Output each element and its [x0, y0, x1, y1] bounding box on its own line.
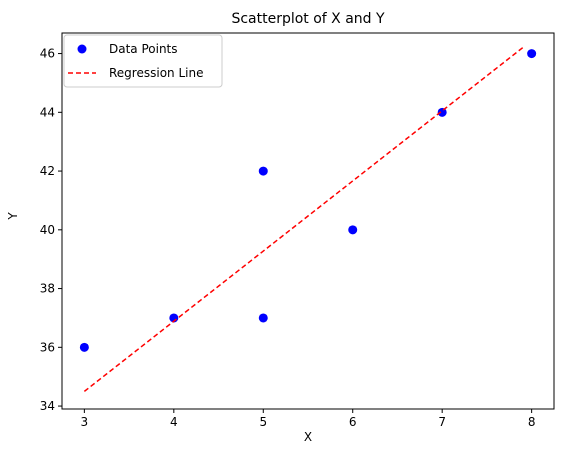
y-tick-label-36: 36 [40, 340, 55, 354]
legend-box [63, 34, 223, 88]
y-tick-label-38: 38 [40, 282, 55, 296]
x-axis-label: X [304, 430, 312, 444]
x-tick-label-6: 6 [349, 415, 357, 429]
y-tick-label-40: 40 [40, 223, 55, 237]
y-tick-label-46: 46 [40, 47, 55, 61]
plot-marks [79, 47, 537, 392]
data-point-4 [348, 225, 358, 235]
x-tick-label-4: 4 [170, 415, 178, 429]
data-point-3 [258, 313, 268, 323]
x-tick-label-3: 3 [81, 415, 89, 429]
x-tick-label-7: 7 [438, 415, 446, 429]
y-axis-label: Y [6, 212, 20, 221]
legend-marker-data-points [77, 44, 87, 54]
x-tick-label-8: 8 [528, 415, 536, 429]
legend: Data Points Regression Line [63, 34, 223, 88]
regression-line [83, 47, 524, 392]
data-point-5 [437, 107, 447, 117]
data-point-2 [258, 166, 268, 176]
data-point-0 [79, 342, 89, 352]
data-point-6 [527, 49, 537, 59]
y-axis-ticks: 34 36 38 40 42 44 46 [40, 47, 62, 413]
plot-frame [61, 32, 555, 410]
x-tick-label-5: 5 [259, 415, 267, 429]
chart-title: Scatterplot of X and Y [231, 11, 385, 27]
x-axis-ticks: 3 4 5 6 7 8 [81, 409, 536, 429]
y-tick-label-34: 34 [40, 399, 55, 413]
legend-label-regression-line: Regression Line [109, 66, 203, 80]
legend-label-data-points: Data Points [109, 42, 178, 56]
y-tick-label-44: 44 [40, 105, 55, 119]
y-tick-label-42: 42 [40, 164, 55, 178]
